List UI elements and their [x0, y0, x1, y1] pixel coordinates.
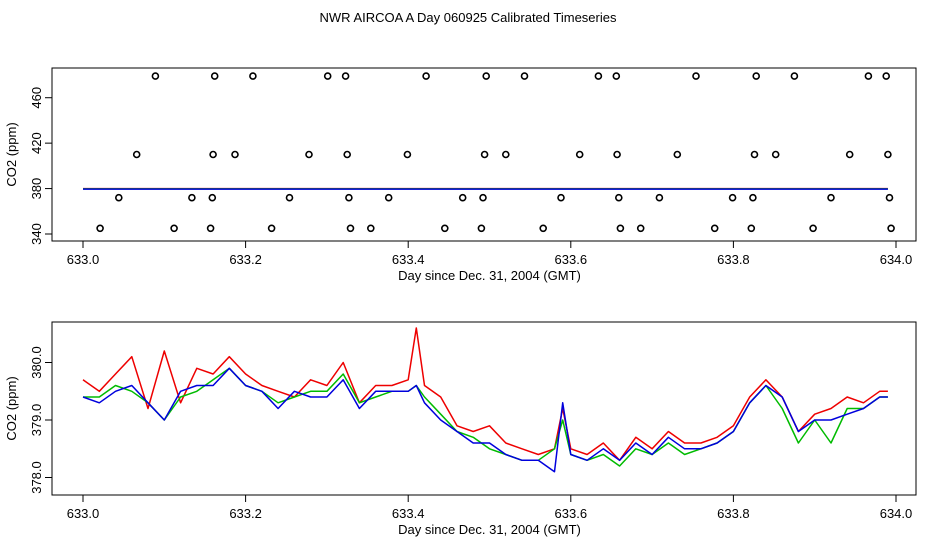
calibration-point — [188, 193, 196, 202]
calibration-point — [845, 150, 854, 159]
calibration-point — [864, 72, 873, 80]
series-line-green — [83, 367, 888, 467]
top-y-tick-label: 380 — [29, 178, 44, 200]
bot-x-tick-label: 634.0 — [880, 506, 913, 521]
calibration-point — [539, 224, 548, 233]
calibration-point — [885, 193, 894, 202]
bottom-plot-frame — [51, 321, 917, 496]
calibration-point — [479, 193, 487, 202]
calibration-point — [501, 150, 510, 159]
top-y-axis-label: CO2 (ppm) — [4, 122, 19, 186]
calibration-point — [115, 193, 123, 202]
calibration-point — [710, 224, 719, 233]
series-line-red — [82, 327, 888, 462]
calibration-point — [827, 193, 835, 202]
calibration-point — [151, 72, 160, 80]
top-x-axis-label: Day since Dec. 31, 2004 (GMT) — [398, 268, 581, 283]
calibration-point — [249, 72, 257, 80]
figure-title: NWR AIRCOA A Day 060925 Calibrated Times… — [320, 10, 617, 25]
calibration-point — [208, 193, 217, 202]
series-line-blue — [82, 367, 888, 473]
top-x-tick-label: 633.2 — [229, 252, 262, 267]
calibration-point — [323, 72, 332, 80]
calibration-point — [809, 224, 817, 233]
calibration-point — [728, 193, 737, 202]
calibration-point — [673, 150, 682, 159]
calibration-point — [343, 150, 352, 159]
calibration-point — [882, 72, 891, 80]
calibration-point — [752, 72, 761, 80]
top-y-tick-label: 340 — [29, 223, 44, 245]
bottom-y-axis-label: CO2 (ppm) — [4, 376, 19, 440]
calibration-point — [440, 224, 449, 233]
bottom-x-axis-label: Day since Dec. 31, 2004 (GMT) — [398, 522, 581, 537]
calibration-point — [346, 224, 355, 233]
calibration-point — [594, 72, 603, 80]
calibration-point — [575, 150, 584, 159]
top-y-tick-label: 420 — [29, 132, 44, 154]
top-x-tick-label: 633.6 — [555, 252, 588, 267]
top-x-tick-label: 633.0 — [67, 252, 100, 267]
top-x-tick-label: 634.0 — [880, 252, 913, 267]
bottom-panel-timeseries-plot: 633.0 633.2 633.4 633.6 633.8 634.0 378.0 379.… — [4, 321, 917, 537]
top-panel-calibration-plot: 633.0 633.2 633.4 633.6 633.8 634.0 340 380 420… — [4, 67, 917, 283]
bot-y-tick-label: 380.0 — [29, 346, 44, 379]
calibration-point — [612, 72, 621, 80]
calibration-point — [341, 72, 350, 80]
top-x-tick-label: 633.8 — [717, 252, 750, 267]
bottom-x-axis: 633.0 633.2 633.4 633.6 633.8 634.0 — [67, 494, 913, 521]
calibration-point — [480, 150, 489, 159]
calibration-point — [96, 224, 104, 233]
calibration-point — [749, 193, 757, 202]
calibration-point — [790, 72, 799, 80]
calibration-point — [655, 193, 664, 202]
calibration-point — [750, 150, 759, 159]
top-plot-frame — [51, 67, 917, 242]
calibration-point — [170, 224, 178, 233]
top-x-axis: 633.0 633.2 633.4 633.6 633.8 634.0 — [67, 240, 913, 267]
calibration-point — [209, 150, 217, 159]
calibration-point — [345, 193, 353, 202]
bot-y-tick-label: 379.0 — [29, 404, 44, 437]
calibration-point — [267, 224, 276, 233]
top-calibration-points — [96, 72, 895, 233]
calibration-point — [210, 72, 219, 80]
top-y-axis: 340 380 420 460 — [29, 87, 53, 245]
calibration-point — [366, 224, 375, 233]
calibration-point — [285, 193, 294, 202]
calibration-point — [206, 224, 215, 233]
calibration-point — [747, 224, 756, 233]
calibration-point — [884, 150, 892, 159]
calibration-point — [613, 150, 621, 159]
calibration-point — [616, 224, 625, 233]
bot-x-tick-label: 633.0 — [67, 506, 100, 521]
bottom-y-axis: 378.0 379.0 380.0 — [29, 346, 53, 494]
calibration-point — [384, 193, 393, 202]
top-x-tick-label: 633.4 — [392, 252, 425, 267]
calibration-point — [458, 193, 467, 202]
bot-y-tick-label: 378.0 — [29, 461, 44, 494]
calibration-point — [305, 150, 313, 159]
bot-x-tick-label: 633.6 — [555, 506, 588, 521]
calibration-point — [887, 224, 895, 233]
bot-x-tick-label: 633.8 — [717, 506, 750, 521]
calibration-point — [557, 193, 565, 202]
bottom-series-lines — [82, 327, 888, 473]
calibration-point — [403, 150, 412, 159]
top-y-tick-label: 460 — [29, 87, 44, 109]
bot-x-tick-label: 633.2 — [229, 506, 262, 521]
calibration-point — [422, 72, 430, 80]
bot-x-tick-label: 633.4 — [392, 506, 425, 521]
calibration-point — [692, 72, 700, 80]
top-series-lines — [83, 187, 888, 190]
calibration-point — [636, 224, 645, 233]
calibration-point — [477, 224, 486, 233]
calibration-point — [482, 72, 491, 80]
calibration-point — [231, 150, 239, 159]
calibration-point — [614, 193, 623, 202]
calibration-point — [520, 72, 529, 80]
calibration-point — [132, 150, 141, 159]
calibration-point — [771, 150, 780, 159]
